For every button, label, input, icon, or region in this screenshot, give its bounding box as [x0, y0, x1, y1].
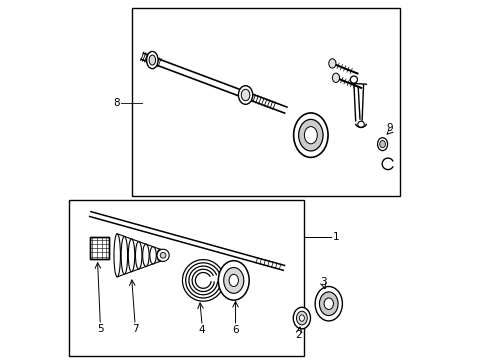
Circle shape	[157, 249, 169, 261]
Circle shape	[160, 252, 165, 258]
Ellipse shape	[135, 242, 142, 269]
Ellipse shape	[121, 237, 127, 274]
Bar	[69, 200, 303, 356]
Ellipse shape	[128, 239, 135, 272]
Ellipse shape	[149, 55, 155, 65]
Text: 6: 6	[232, 325, 238, 335]
Ellipse shape	[146, 51, 158, 69]
Ellipse shape	[299, 315, 304, 321]
Text: 1: 1	[332, 232, 338, 242]
Circle shape	[357, 121, 364, 128]
Text: 5: 5	[97, 324, 103, 334]
Ellipse shape	[314, 287, 342, 321]
Ellipse shape	[293, 307, 310, 329]
Ellipse shape	[328, 59, 335, 68]
Ellipse shape	[157, 249, 163, 261]
Ellipse shape	[218, 261, 249, 300]
Ellipse shape	[142, 244, 149, 266]
Ellipse shape	[319, 292, 337, 316]
Ellipse shape	[304, 127, 317, 144]
Ellipse shape	[223, 267, 244, 293]
Ellipse shape	[298, 120, 323, 151]
Bar	[90, 237, 108, 259]
Ellipse shape	[293, 113, 327, 157]
Ellipse shape	[149, 247, 156, 264]
Bar	[90, 237, 108, 259]
Text: 2: 2	[294, 330, 301, 340]
Ellipse shape	[332, 73, 339, 82]
Ellipse shape	[114, 234, 120, 277]
Circle shape	[349, 76, 357, 83]
Ellipse shape	[324, 298, 333, 310]
Text: 3: 3	[320, 277, 326, 287]
Ellipse shape	[377, 138, 387, 150]
Ellipse shape	[238, 86, 252, 104]
Ellipse shape	[379, 140, 385, 148]
Ellipse shape	[241, 89, 249, 101]
Text: 4: 4	[199, 325, 205, 335]
Text: 9: 9	[386, 123, 392, 133]
Text: 8: 8	[113, 98, 120, 108]
Bar	[131, 8, 400, 196]
Ellipse shape	[296, 311, 306, 325]
Ellipse shape	[228, 274, 238, 287]
Text: 7: 7	[132, 324, 138, 334]
